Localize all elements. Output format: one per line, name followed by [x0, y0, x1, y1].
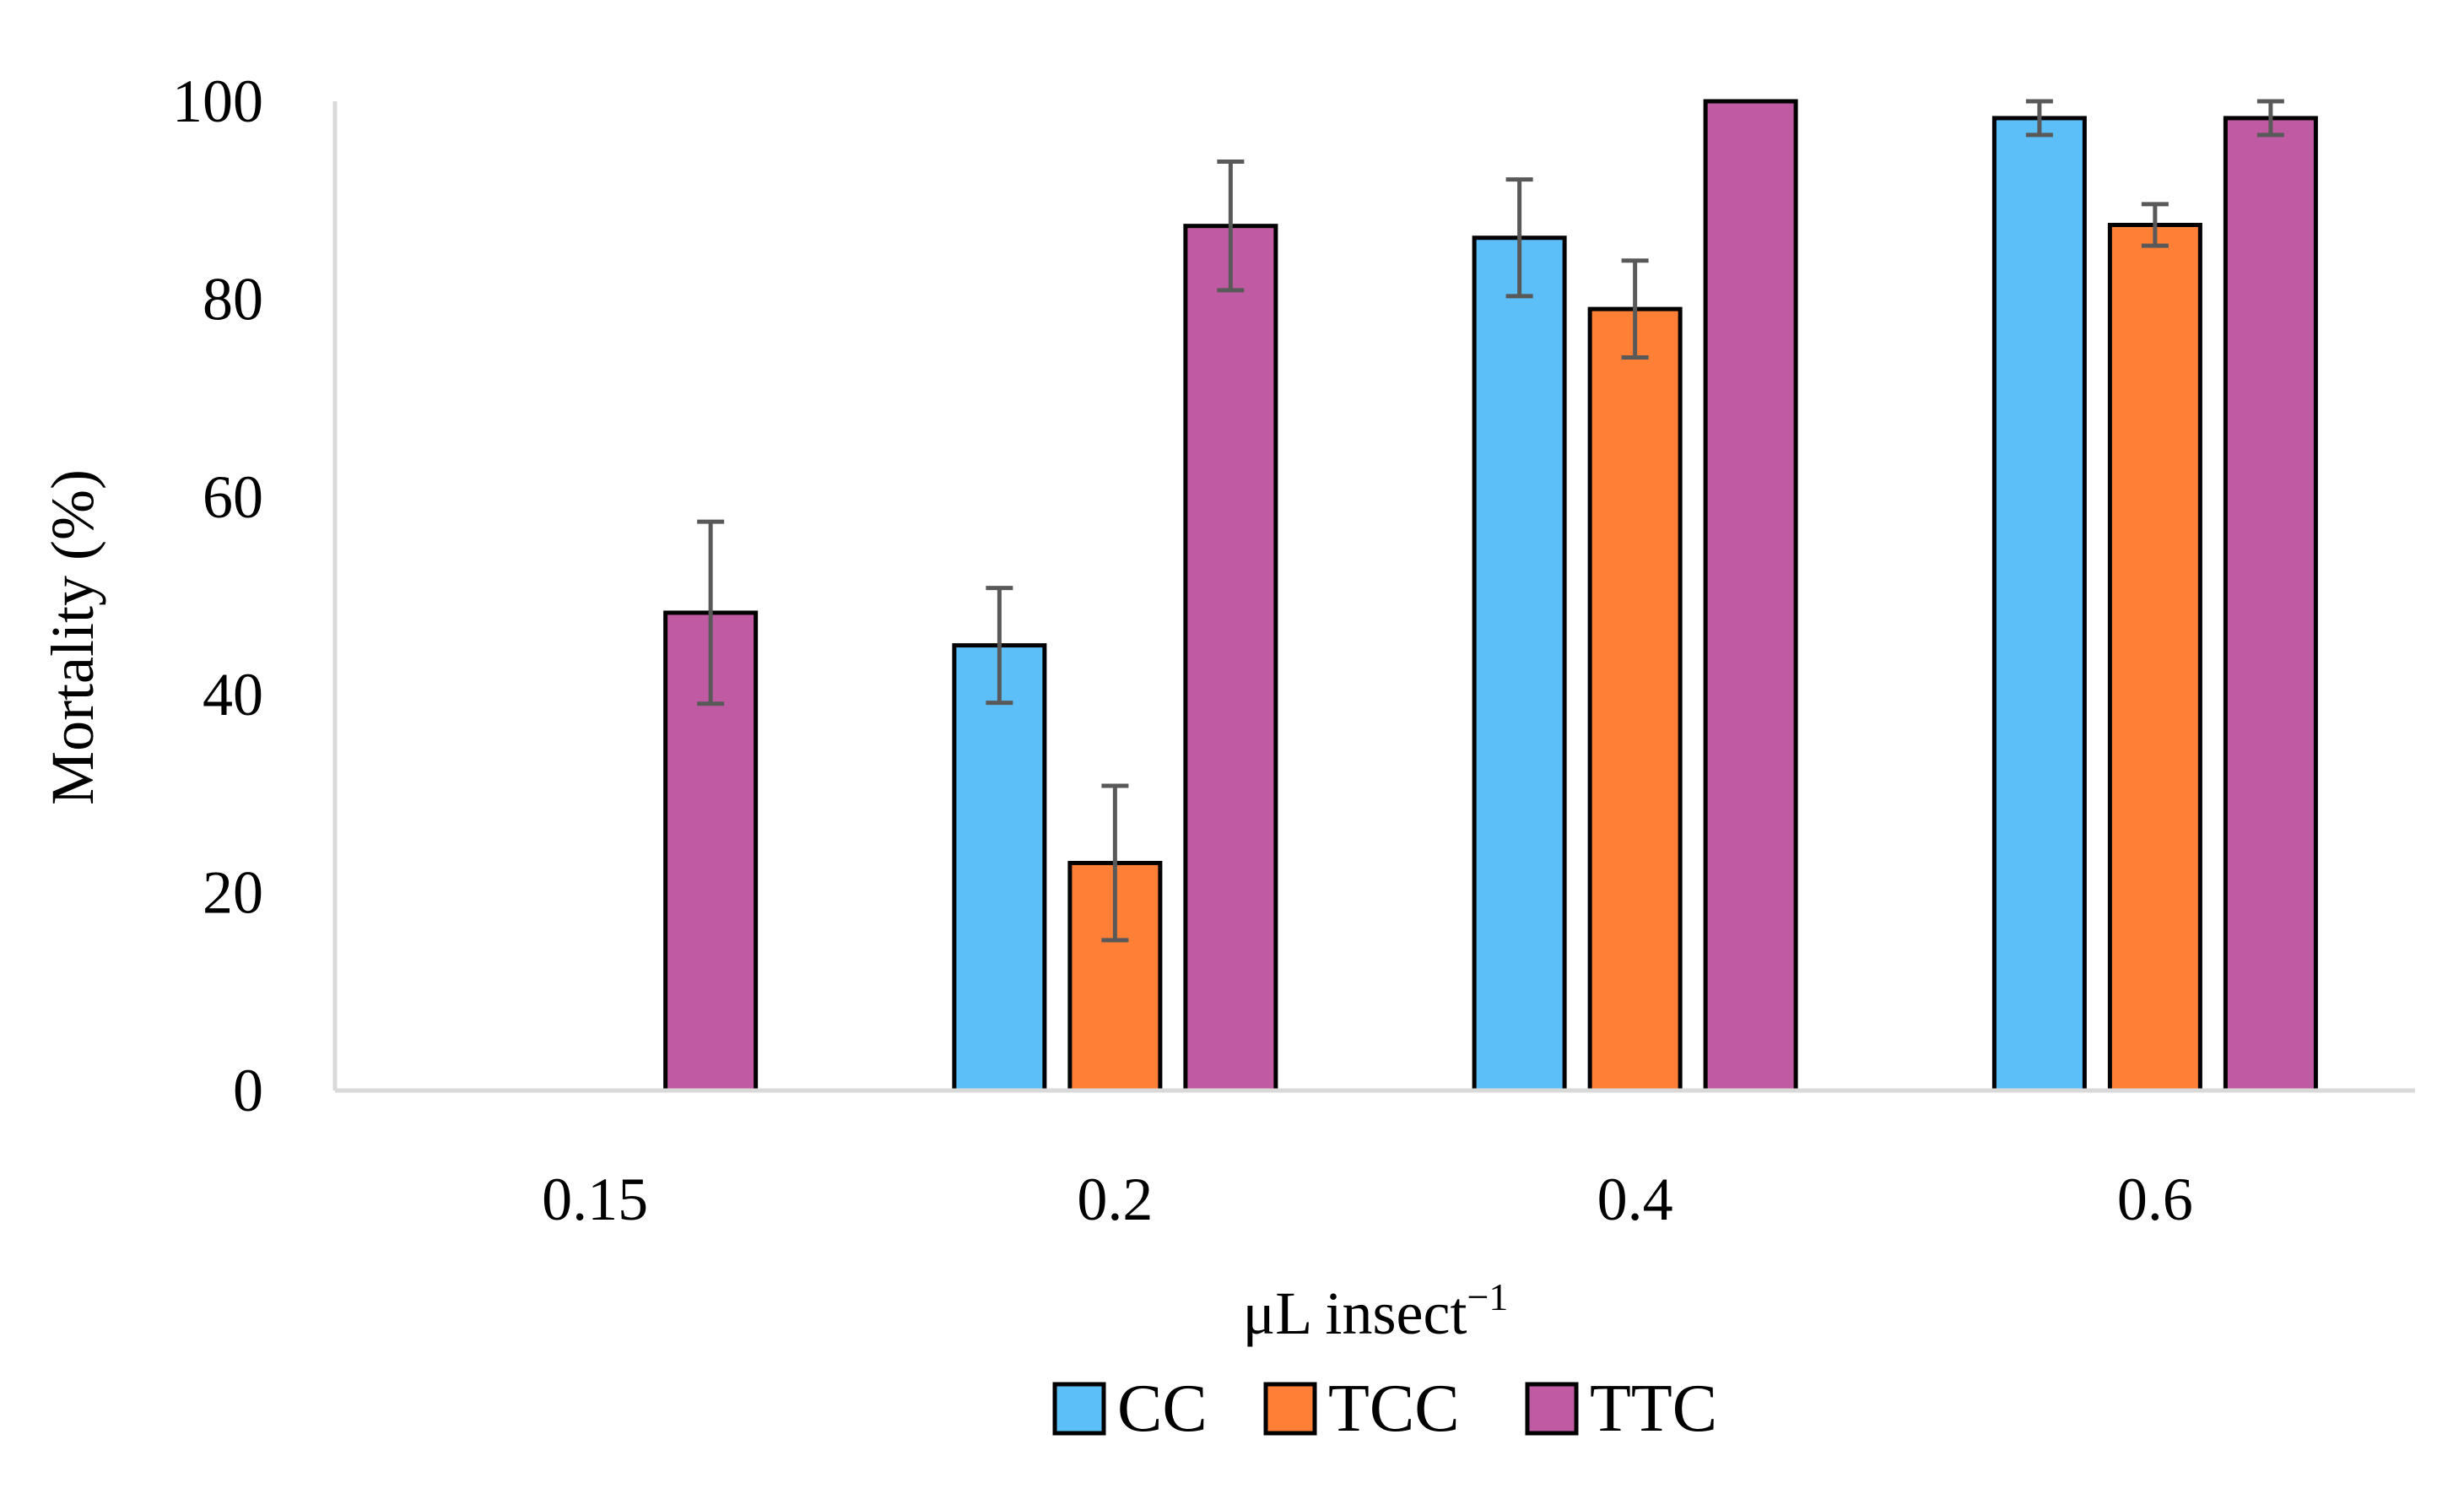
bar-cc-0.6: [1991, 116, 2087, 1093]
x-axis-title-main: μL insect: [1243, 1280, 1467, 1347]
error-bars-layer: [697, 99, 2284, 943]
y-tick-label: 100: [172, 68, 263, 135]
bar-cc-0.4: [1472, 235, 1567, 1093]
bar-tcc-0.6: [2107, 223, 2202, 1093]
bar-ttc-0.4: [1703, 99, 1798, 1093]
bar-cc-0.2: [952, 643, 1047, 1093]
bars-layer: [663, 99, 2318, 1093]
bar-ttc-0.2: [1183, 224, 1278, 1093]
legend-label-cc: CC: [1117, 1372, 1208, 1446]
y-axis-ticks: 0 20 40 60 80 100: [172, 68, 263, 1124]
x-tick-label: 0.6: [2117, 1166, 2193, 1233]
bar-tcc-0.4: [1587, 306, 1683, 1093]
x-tick-label: 0.4: [1597, 1166, 1673, 1233]
bar-ttc-0.6: [2223, 116, 2318, 1093]
y-axis-title: Mortality (%): [39, 469, 106, 805]
x-axis-title: μL insect−1: [1243, 1275, 1509, 1347]
x-axis-title-superscript: −1: [1467, 1275, 1508, 1318]
legend-label-ttc: TTC: [1590, 1372, 1717, 1446]
y-tick-label: 40: [203, 661, 263, 728]
legend-label-tcc: TCC: [1328, 1372, 1460, 1446]
x-tick-label: 0.2: [1077, 1166, 1153, 1233]
legend: CC TCC TTC: [1052, 1372, 1717, 1446]
y-tick-label: 80: [203, 265, 263, 333]
x-tick-label: 0.15: [542, 1166, 648, 1233]
legend-swatch-ttc: [1525, 1382, 1579, 1436]
legend-swatch-tcc: [1263, 1382, 1317, 1436]
y-tick-label: 20: [203, 859, 263, 927]
axes-layer: [332, 101, 2415, 1093]
y-tick-label: 60: [203, 463, 263, 531]
legend-swatch-cc: [1052, 1382, 1106, 1436]
x-axis-ticks: 0.15 0.2 0.4 0.6: [542, 1166, 2193, 1233]
y-tick-label: 0: [233, 1057, 263, 1124]
